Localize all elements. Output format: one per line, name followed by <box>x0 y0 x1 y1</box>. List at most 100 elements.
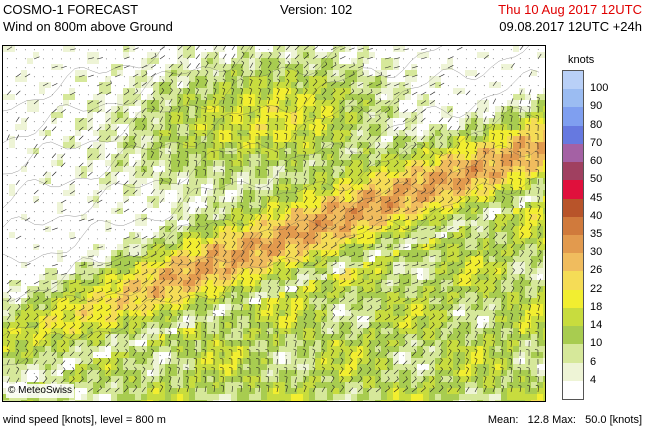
wind-speed-cell <box>279 130 286 137</box>
wind-speed-cell <box>339 58 346 65</box>
wind-speed-cell <box>315 220 322 227</box>
wind-speed-cell <box>333 148 340 155</box>
wind-speed-cell <box>171 160 178 167</box>
wind-speed-cell <box>51 70 58 77</box>
wind-map[interactable]: © MeteoSwiss <box>2 45 546 402</box>
wind-speed-cell <box>471 184 478 191</box>
wind-speed-cell <box>333 88 340 95</box>
wind-speed-cell <box>315 76 322 83</box>
wind-speed-cell <box>387 226 394 233</box>
wind-speed-cell <box>501 274 508 281</box>
wind-speed-cell <box>243 190 250 197</box>
wind-speed-cell <box>213 226 220 233</box>
wind-speed-cell <box>201 88 208 95</box>
wind-speed-cell <box>297 64 304 71</box>
wind-speed-cell <box>525 76 532 83</box>
wind-speed-cell <box>111 214 118 221</box>
wind-speed-cell <box>9 112 16 119</box>
wind-speed-cell <box>123 148 130 155</box>
wind-speed-cell <box>483 340 490 347</box>
wind-speed-cell <box>213 370 220 377</box>
wind-speed-cell <box>45 298 52 305</box>
wind-speed-cell <box>267 100 274 107</box>
wind-speed-cell <box>339 304 346 311</box>
wind-speed-cell <box>117 202 124 209</box>
wind-speed-cell <box>135 286 142 293</box>
wind-speed-cell <box>387 136 394 143</box>
wind-speed-cell <box>495 226 502 233</box>
wind-speed-cell <box>57 106 64 113</box>
wind-speed-cell <box>429 88 436 95</box>
wind-speed-cell <box>327 322 334 329</box>
wind-speed-cell <box>207 64 214 71</box>
wind-speed-cell <box>513 172 520 179</box>
wind-speed-cell <box>153 256 160 263</box>
wind-speed-cell <box>33 316 40 323</box>
wind-speed-cell <box>273 118 280 125</box>
wind-speed-cell <box>195 310 202 317</box>
wind-speed-cell <box>321 70 328 77</box>
wind-speed-cell <box>501 70 508 77</box>
wind-speed-cell <box>399 280 406 287</box>
wind-speed-cell <box>159 220 166 227</box>
wind-speed-cell <box>195 364 202 371</box>
wind-speed-cell <box>525 208 532 215</box>
wind-speed-cell <box>519 148 526 155</box>
wind-speed-cell <box>273 142 280 149</box>
wind-speed-cell <box>279 172 286 179</box>
wind-speed-cell <box>261 70 268 77</box>
wind-speed-cell <box>207 70 214 77</box>
wind-speed-cell <box>339 232 346 239</box>
wind-speed-cell <box>345 118 352 125</box>
wind-speed-cell <box>483 46 490 53</box>
wind-speed-cell <box>285 46 292 53</box>
wind-speed-cell <box>453 292 460 299</box>
wind-speed-cell <box>75 118 82 125</box>
wind-speed-cell <box>99 52 106 59</box>
wind-speed-cell <box>531 268 538 275</box>
wind-speed-cell <box>477 256 484 263</box>
wind-speed-cell <box>315 52 322 59</box>
wind-speed-cell <box>279 214 286 221</box>
wind-speed-cell <box>477 346 484 353</box>
wind-speed-cell <box>51 58 58 65</box>
wind-speed-cell <box>501 130 508 137</box>
wind-speed-cell <box>261 58 268 65</box>
wind-speed-cell <box>45 340 52 347</box>
wind-speed-cell <box>249 208 256 215</box>
wind-speed-cell <box>489 274 496 281</box>
wind-speed-cell <box>171 172 178 179</box>
wind-speed-cell <box>231 178 238 185</box>
wind-speed-cell <box>351 352 358 359</box>
wind-speed-cell <box>387 340 394 347</box>
wind-speed-cell <box>255 172 262 179</box>
wind-speed-cell <box>267 118 274 125</box>
wind-speed-cell <box>45 358 52 365</box>
wind-speed-cell <box>345 76 352 83</box>
wind-speed-cell <box>57 190 64 197</box>
wind-speed-cell <box>297 184 304 191</box>
wind-speed-cell <box>111 76 118 83</box>
wind-speed-cell <box>69 112 76 119</box>
wind-speed-cell <box>243 202 250 209</box>
wind-speed-cell <box>105 184 112 191</box>
wind-speed-cell <box>303 202 310 209</box>
wind-speed-cell <box>123 232 130 239</box>
wind-speed-cell <box>489 52 496 59</box>
wind-speed-cell <box>135 76 142 83</box>
wind-speed-cell <box>231 184 238 191</box>
wind-speed-cell <box>135 220 142 227</box>
wind-speed-cell <box>429 370 436 377</box>
wind-speed-cell <box>459 208 466 215</box>
wind-speed-cell <box>285 76 292 83</box>
wind-speed-cell <box>369 196 376 203</box>
wind-speed-cell <box>195 58 202 65</box>
wind-speed-cell <box>213 310 220 317</box>
wind-speed-cell <box>495 76 502 83</box>
wind-speed-cell <box>45 190 52 197</box>
wind-speed-cell <box>117 220 124 227</box>
wind-speed-cell <box>207 352 214 359</box>
wind-speed-cell <box>81 112 88 119</box>
wind-speed-cell <box>165 58 172 65</box>
wind-speed-cell <box>459 178 466 185</box>
